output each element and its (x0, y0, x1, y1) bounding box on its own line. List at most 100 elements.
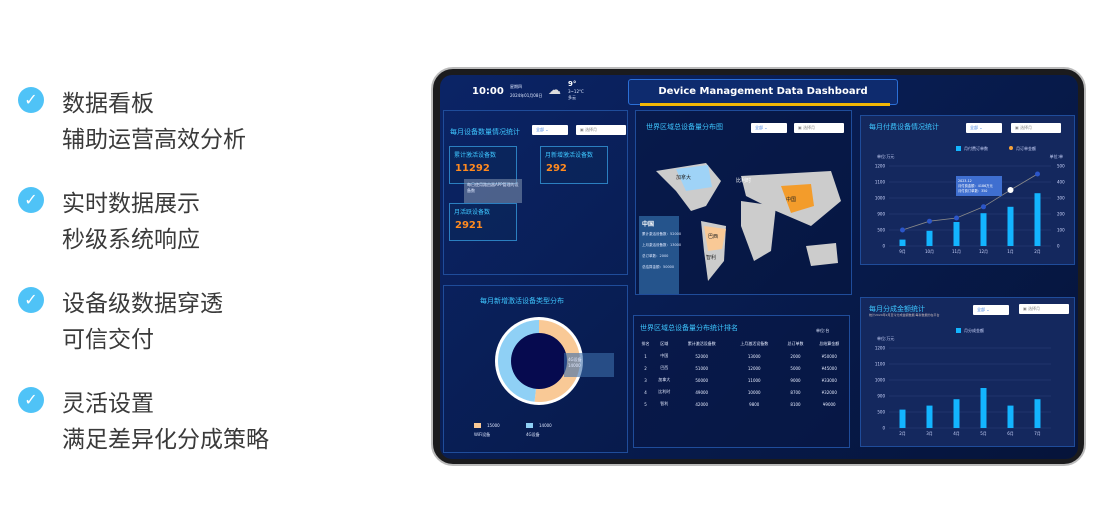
line-point[interactable] (981, 204, 986, 210)
bar[interactable] (980, 388, 987, 428)
bar[interactable] (899, 409, 906, 428)
month-picker[interactable]: ▣ 选择月 (1019, 304, 1069, 314)
x-tick-label: 2月 (899, 431, 906, 436)
legend-swatch (956, 146, 961, 151)
stat-label: 月活跃设备数 (454, 209, 491, 216)
placeholder: 选择月 (803, 125, 816, 130)
table-cell: 13000 (747, 353, 761, 359)
table-row[interactable]: 1 中国 52000 13000 2000 ¥50000 (638, 350, 848, 362)
stat-card[interactable]: 月活跃设备数 2921 (449, 203, 517, 241)
y-right-tick-label: 400 (1057, 180, 1065, 185)
table-cell: 9000 (790, 377, 801, 383)
ranking-table: 排名 区域 累计激活设备数 上月激活设备数 总订单数 总结算金额 1 中国 52000 13000… (638, 338, 848, 410)
temp-range: 3~12°C (568, 89, 584, 94)
world-map[interactable] (646, 151, 846, 291)
bar[interactable] (926, 405, 933, 428)
line-point[interactable] (954, 215, 959, 221)
bar[interactable] (953, 222, 960, 246)
month-picker[interactable]: ▣ 选择月 (576, 125, 626, 135)
table-cell: 巴西 (660, 365, 669, 370)
column-header: 累计激活设备数 (687, 341, 716, 346)
line-point[interactable] (1007, 187, 1014, 193)
table-row[interactable]: 2 巴西 51000 12000 5000 ¥45000 (638, 362, 848, 374)
table-cell: ¥45000 (821, 365, 837, 371)
donut-tooltip: 4G设备 14000 (564, 353, 614, 377)
y-tick-label: 1000 (875, 378, 886, 383)
legend-swatch (956, 328, 961, 333)
tooltip-value: 14000 (568, 363, 581, 368)
x-tick-label: 2月 (1034, 249, 1041, 254)
line-point[interactable] (900, 227, 905, 233)
table-cell: ¥9000 (822, 401, 836, 407)
line-point[interactable] (1035, 171, 1040, 177)
stat-value: 292 (546, 163, 567, 174)
donut-hole (511, 333, 567, 389)
legend-label: 月订单金额 (1016, 145, 1036, 151)
feature-subtitle: 秒级系统响应 (62, 227, 200, 253)
y-right-tick-label: 200 (1057, 212, 1065, 217)
bar[interactable] (953, 399, 960, 428)
column-header: 区域 (660, 341, 669, 346)
feature-title: 实时数据展示 (62, 191, 200, 217)
bar[interactable] (1034, 193, 1041, 246)
x-tick-label: 1月 (1007, 249, 1014, 254)
column-header: 上月激活设备数 (740, 341, 769, 346)
bar[interactable] (899, 239, 906, 246)
stat-card[interactable]: 累计激活设备数 11292 (449, 146, 517, 184)
x-tick-label: 3月 (926, 431, 933, 436)
placeholder: 选择月 (585, 127, 598, 132)
tooltip-label: 4G设备 (568, 357, 582, 362)
table-cell: 10000 (747, 389, 761, 395)
filter-all-select[interactable]: 全部 ⌄ (966, 123, 1002, 133)
map-label: 比利时 (736, 178, 752, 184)
table-cell: 8100 (790, 401, 801, 407)
placeholder: 选择月 (1020, 125, 1033, 130)
bar[interactable] (1034, 399, 1041, 428)
feature-title: 灵活设置 (62, 391, 154, 417)
region-canada (676, 165, 712, 191)
legend-label: 4G设备 (526, 432, 540, 437)
bar[interactable] (926, 230, 933, 246)
month-picker[interactable]: ▣ 选择月 (1011, 123, 1061, 133)
series-line (902, 173, 1038, 231)
info-line: 总结算金额：50000 (642, 265, 675, 269)
table-cell: 5000 (790, 365, 801, 371)
panel-title: 每月分成金额统计 (869, 305, 925, 313)
select-value: 全部 (536, 127, 544, 132)
filter-all-select[interactable]: 全部 ⌄ (751, 123, 787, 133)
world-map-panel: 世界区域总设备量分布图 全部 ⌄ ▣ 选择月 加拿大 比利时 中国 巴西 智利 … (635, 110, 852, 295)
legend-value: 15000 (487, 423, 500, 428)
panel-title: 每月新增激活设备类型分布 (480, 297, 564, 305)
legend-swatch (1009, 146, 1013, 150)
filter-all-select[interactable]: 全部 ⌄ (973, 305, 1009, 315)
table-row[interactable]: 5 智利 42000 9800 8100 ¥9000 (638, 398, 848, 410)
x-tick-label: 4月 (953, 431, 960, 436)
feature-subtitle: 辅助运营高效分析 (62, 127, 246, 153)
dashboard-title: Device Management Data Dashboard (628, 79, 898, 105)
filter-all-select[interactable]: 全部 ⌄ (532, 125, 568, 135)
region-info-box: 中国 累计激活设备数：52000 上月激活设备数：13000 总订单数：2000 总结… (639, 216, 681, 294)
region-brazil (704, 226, 726, 251)
table-row[interactable]: 4 比利时 49000 10000 8700 ¥32000 (638, 386, 848, 398)
region-china (781, 184, 814, 213)
weekday: 星期四 (510, 84, 522, 89)
stat-card[interactable]: 月新增激活设备数 292 (540, 146, 608, 184)
share-amount-panel: 每月分成金额统计 统计2024年2月至今分成金额数据,每条数据约在平台 全部 ⌄… (860, 297, 1075, 447)
line-point[interactable] (927, 218, 932, 224)
map-label: 巴西 (708, 234, 719, 240)
table-cell: 42000 (695, 401, 709, 407)
table-row[interactable]: 3 加拿大 50000 11000 9000 ¥33000 (638, 374, 848, 386)
table-cell: 2 (644, 365, 647, 371)
axis-label: 单位:万元 (877, 153, 894, 159)
column-header: 总结算金额 (819, 341, 840, 346)
bar[interactable] (980, 213, 987, 246)
month-picker[interactable]: ▣ 选择月 (794, 123, 844, 133)
table-cell: 2000 (790, 353, 801, 359)
share-chart: 单位:万元 0 500 900 1000 1100 1200 2月 3月 4月 5月 6月 7月 月分成金… (875, 327, 1051, 436)
cloud-icon: ☁ (548, 83, 561, 98)
paid-devices-panel: 每月付费设备情况统计 全部 ⌄ ▣ 选择月 单位:万元 0 500 900 1000 11… (860, 115, 1075, 265)
table-cell: 50000 (695, 377, 709, 383)
x-tick-label: 12月 (979, 249, 988, 254)
bar[interactable] (1007, 405, 1014, 428)
bar[interactable] (1007, 206, 1014, 246)
